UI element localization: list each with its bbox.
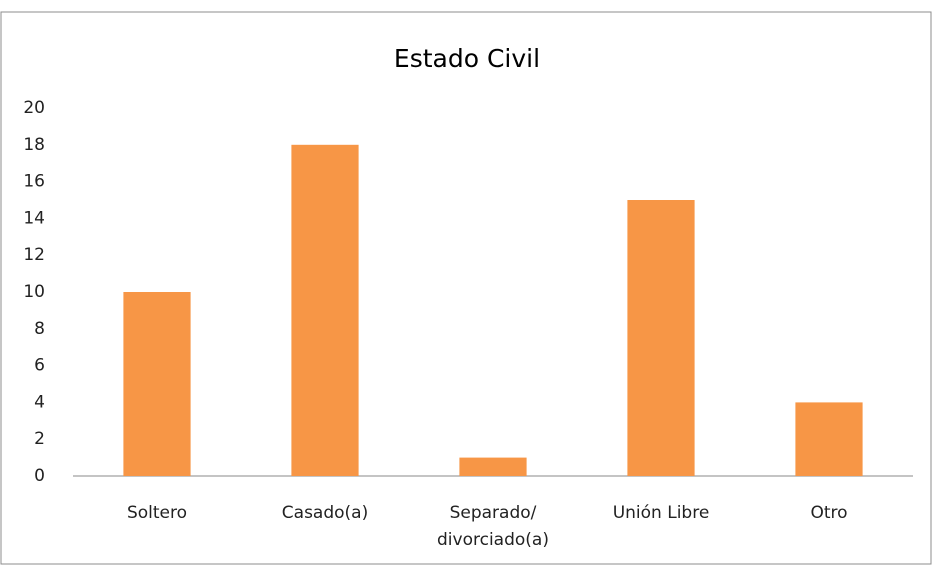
y-tick-label: 12: [23, 245, 45, 265]
bar: [627, 200, 695, 476]
y-tick-label: 2: [34, 429, 45, 449]
chart-border: [0, 11, 932, 565]
bar: [123, 292, 191, 476]
x-tick-label: Separado/divorciado(a): [437, 503, 549, 550]
y-tick-label: 6: [34, 356, 45, 376]
y-tick-label: 10: [23, 282, 45, 302]
bar: [459, 457, 527, 476]
y-tick-label: 14: [23, 208, 45, 228]
y-tick-label: 20: [23, 98, 45, 118]
bar: [291, 144, 359, 477]
x-tick-label: Casado(a): [282, 503, 368, 523]
y-tick-label: 8: [34, 319, 45, 339]
y-tick-label: 0: [34, 466, 45, 486]
y-tick-label: 16: [23, 172, 45, 192]
y-tick-label: 4: [34, 392, 45, 412]
y-tick-label: 18: [23, 135, 45, 155]
bar: [795, 402, 863, 476]
x-tick-label: Soltero: [127, 503, 187, 523]
chart-title: Estado Civil: [394, 44, 540, 73]
x-tick-label: Unión Libre: [613, 503, 710, 523]
x-tick-label: Otro: [810, 503, 847, 523]
